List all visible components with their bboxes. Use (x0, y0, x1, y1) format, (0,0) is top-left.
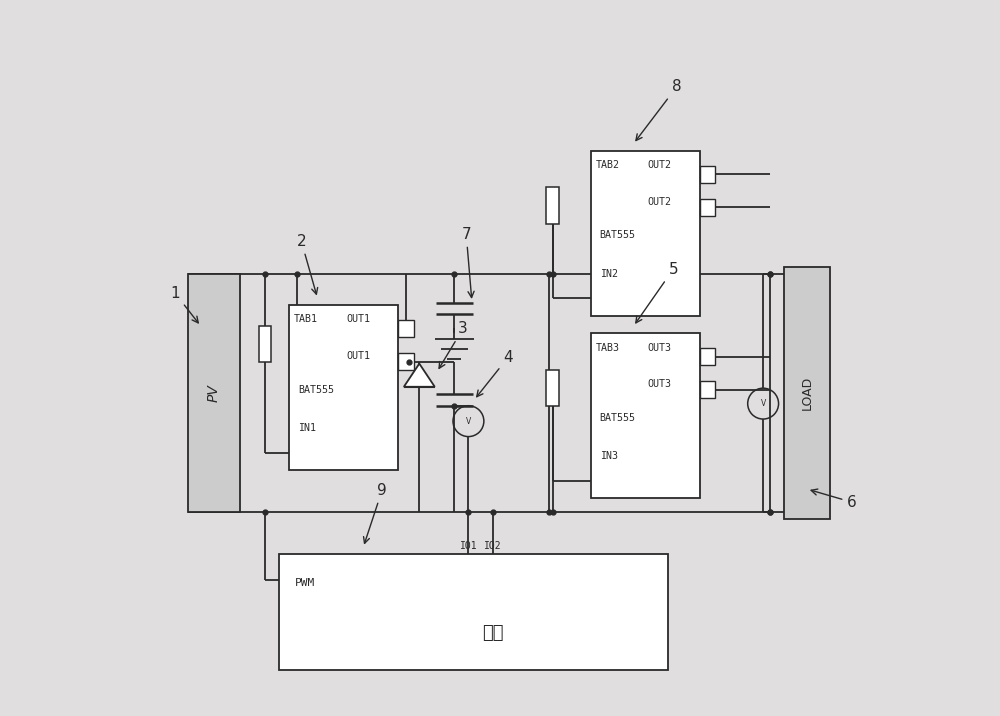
Text: IO1: IO1 (460, 541, 477, 551)
Bar (700, 199, 715, 216)
Text: 9: 9 (364, 483, 387, 543)
Text: 3: 3 (439, 321, 468, 368)
Text: IN1: IN1 (298, 423, 316, 433)
Bar (784, 267, 830, 519)
Bar (188, 274, 240, 513)
Bar (700, 165, 715, 183)
Bar (289, 305, 398, 470)
Text: OUT3: OUT3 (648, 379, 672, 389)
Bar (259, 326, 271, 362)
Text: OUT3: OUT3 (648, 342, 672, 352)
Bar (398, 320, 414, 337)
Bar (398, 353, 414, 370)
Text: 4: 4 (477, 349, 513, 397)
Text: BAT555: BAT555 (600, 412, 636, 422)
Text: BAT555: BAT555 (298, 384, 334, 395)
Text: V: V (761, 399, 766, 408)
Bar (700, 381, 715, 398)
Text: OUT1: OUT1 (346, 314, 370, 324)
Text: 5: 5 (636, 262, 678, 323)
Text: OUT2: OUT2 (648, 197, 672, 207)
Bar (546, 369, 559, 406)
Bar (591, 151, 700, 316)
Bar (591, 334, 700, 498)
Text: V: V (466, 417, 471, 425)
Polygon shape (404, 364, 435, 387)
Text: IN3: IN3 (600, 451, 618, 461)
Text: TAB1: TAB1 (294, 314, 318, 324)
Bar (700, 348, 715, 365)
Text: TAB2: TAB2 (595, 160, 619, 170)
Text: LOAD: LOAD (800, 376, 813, 410)
Bar (546, 187, 559, 223)
Bar (279, 554, 668, 670)
Text: PV: PV (207, 384, 221, 402)
Text: IO2: IO2 (484, 541, 502, 551)
Text: PWM: PWM (294, 579, 315, 589)
Text: 7: 7 (461, 227, 474, 298)
Text: 1: 1 (170, 286, 198, 323)
Text: 控制: 控制 (482, 624, 504, 642)
Text: OUT2: OUT2 (648, 160, 672, 170)
Text: OUT1: OUT1 (346, 351, 370, 361)
Text: 6: 6 (811, 489, 857, 510)
Text: BAT555: BAT555 (600, 231, 636, 241)
Text: TAB3: TAB3 (595, 342, 619, 352)
Text: 8: 8 (636, 79, 682, 140)
Text: 2: 2 (297, 233, 318, 294)
Text: IN2: IN2 (600, 269, 618, 279)
